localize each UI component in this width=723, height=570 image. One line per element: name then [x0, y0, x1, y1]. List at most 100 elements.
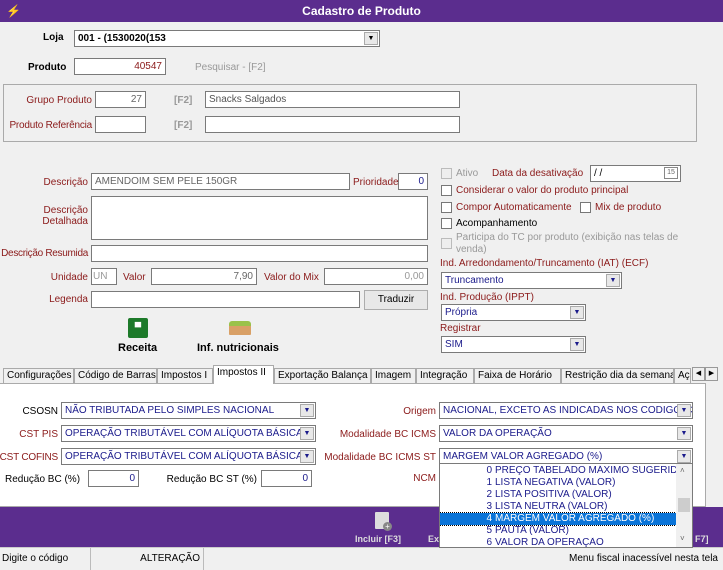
tab-exportacao-balanca[interactable]: Exportação Balança [274, 368, 371, 384]
grupo-code-input[interactable]: 27 [95, 91, 146, 108]
chevron-down-icon[interactable]: ▼ [364, 32, 378, 45]
mod-icms-select[interactable]: VALOR DA OPERAÇÃO ▼ [439, 425, 693, 442]
tab-codigo-de-barras[interactable]: Código de Barras [74, 368, 157, 384]
iat-select[interactable]: Truncamento ▼ [441, 272, 622, 289]
ref-label: Produto Referência [9, 120, 92, 131]
produto-label: Produto [28, 62, 67, 73]
origem-label: Origem [403, 406, 436, 417]
window-title: Cadastro de Produto [302, 4, 421, 18]
chevron-down-icon[interactable]: ▼ [300, 427, 314, 440]
dropdown-scrollbar[interactable]: ˄ ˅ [676, 464, 692, 547]
participa-checkbox[interactable] [441, 238, 452, 249]
option-code: 3 [486, 501, 492, 512]
ativo-label: Ativo [456, 168, 479, 179]
tab-ac[interactable]: Aç [674, 368, 691, 384]
registrar-label: Registrar [440, 323, 481, 334]
ref-f2[interactable]: [F2] [174, 120, 193, 131]
chevron-down-icon[interactable]: ▼ [677, 450, 691, 463]
tab-scroll-right-icon[interactable]: ▶ [705, 367, 718, 381]
status-bar: Digite o código ALTERAÇÃO Menu fiscal in… [0, 547, 723, 570]
chevron-down-icon[interactable]: ▼ [570, 306, 584, 319]
mod-st-label: Modalidade BC ICMS ST [324, 452, 436, 463]
tab-impostos-i[interactable]: Impostos I [157, 368, 213, 384]
option-code: 1 [486, 477, 492, 488]
tab-imagem[interactable]: Imagem [371, 368, 416, 384]
receita-icon[interactable]: ▀ [128, 318, 148, 338]
grupo-label: Grupo Produto [26, 95, 92, 106]
scroll-up-icon[interactable]: ˄ [680, 466, 685, 475]
scrollbar-thumb[interactable] [678, 498, 690, 512]
mod-icms-label: Modalidade BC ICMS [339, 429, 436, 440]
valor-label: Valor [123, 272, 146, 283]
pis-select[interactable]: OPERAÇÃO TRIBUTÁVEL COM ALÍQUOTA BÁSICA ▼ [61, 425, 316, 442]
ippt-select[interactable]: Própria ▼ [441, 304, 586, 321]
status-hint: Digite o código [2, 553, 69, 564]
tab-impostos-ii[interactable]: Impostos II [213, 365, 274, 384]
dropdown-option-selected[interactable]: 4 MARGEM VALOR AGREGADO (%) [440, 512, 677, 526]
f7-button[interactable]: F7] [695, 534, 709, 544]
data-desativacao-input[interactable]: / / 15 [590, 165, 681, 182]
dropdown-option[interactable]: 5 PAUTA (VALOR) [440, 525, 676, 537]
chevron-down-icon[interactable]: ▼ [677, 427, 691, 440]
tab-scroll-left-icon[interactable]: ◀ [692, 367, 705, 381]
tab-restricao-dia-da-semana[interactable]: Restrição dia da semana [561, 368, 674, 384]
mix-input[interactable]: 0,00 [324, 268, 428, 285]
dropdown-option[interactable]: 2 LISTA POSITIVA (VALOR) [440, 489, 676, 501]
acompanhamento-checkbox[interactable] [441, 218, 452, 229]
receita-button[interactable]: Receita [118, 342, 158, 354]
dropdown-option[interactable]: 0 PREÇO TABELADO MÁXIMO SUGERIDO [440, 465, 676, 477]
mod-st-dropdown-list[interactable]: 0 PREÇO TABELADO MÁXIMO SUGERIDO 1 LISTA N… [439, 463, 693, 548]
considerar-checkbox[interactable] [441, 185, 452, 196]
status-mode: ALTERAÇÃO [140, 553, 200, 564]
excluir-button[interactable]: Ex [428, 534, 440, 544]
compor-checkbox[interactable] [441, 202, 452, 213]
red-bc-st-input[interactable]: 0 [261, 470, 312, 487]
tab-faixa-de-horario[interactable]: Faixa de Horário [474, 368, 561, 384]
mix-checkbox[interactable] [580, 202, 591, 213]
unidade-input[interactable]: UN [91, 268, 117, 285]
descricao-input[interactable]: AMENDOIM SEM PELE 150GR [91, 173, 350, 190]
tab-integracao[interactable]: Integração [416, 368, 474, 384]
fruit-box-icon[interactable] [229, 321, 251, 335]
chevron-down-icon[interactable]: ▼ [677, 404, 691, 417]
incluir-button[interactable]: Incluir [F3] [355, 534, 402, 544]
cofins-value: OPERAÇÃO TRIBUTÁVEL COM ALÍQUOTA BÁSICA [65, 451, 303, 462]
tab-configuracoes[interactable]: Configurações [3, 368, 74, 384]
chevron-down-icon[interactable]: ▼ [606, 274, 620, 287]
scroll-down-icon[interactable]: ˅ [680, 534, 685, 543]
cofins-select[interactable]: OPERAÇÃO TRIBUTÁVEL COM ALÍQUOTA BÁSICA ▼ [61, 448, 316, 465]
ref-code-input[interactable] [95, 116, 146, 133]
csosn-label: CSOSN [22, 406, 58, 417]
prioridade-label: Prioridade [353, 177, 399, 188]
prioridade-input[interactable]: 0 [398, 173, 428, 190]
chevron-down-icon[interactable]: ▼ [300, 450, 314, 463]
descricao-resumida-input[interactable] [91, 245, 428, 262]
chevron-down-icon[interactable]: ▼ [300, 404, 314, 417]
dropdown-option[interactable]: 6 VALOR DA OPERAÇÃO [440, 537, 676, 547]
dropdown-option[interactable]: 1 LISTA NEGATIVA (VALOR) [440, 477, 676, 489]
traduzir-button[interactable]: Traduzir [364, 290, 428, 310]
csosn-select[interactable]: NÃO TRIBUTADA PELO SIMPLES NACIONAL ▼ [61, 402, 316, 419]
ref-name-input[interactable] [205, 116, 460, 133]
chevron-down-icon[interactable]: ▼ [570, 338, 584, 351]
registrar-select[interactable]: SIM ▼ [441, 336, 586, 353]
red-bc-input[interactable]: 0 [88, 470, 139, 487]
loja-select[interactable]: 001 - (1530020(153 ▼ [74, 30, 380, 47]
ativo-checkbox[interactable] [441, 168, 452, 179]
grupo-name-input[interactable]: Snacks Salgados [205, 91, 460, 108]
produto-input[interactable]: 40547 [74, 58, 166, 75]
grupo-f2[interactable]: [F2] [174, 95, 193, 106]
valor-input[interactable]: 7,90 [151, 268, 257, 285]
unidade-label: Unidade [50, 272, 88, 283]
pesquisar-link[interactable]: Pesquisar - [F2] [195, 62, 266, 73]
dropdown-option[interactable]: 3 LISTA NEUTRA (VALOR) [440, 501, 676, 513]
detalhada-label: Descrição Detalhada [42, 205, 88, 227]
add-document-icon[interactable]: + [375, 512, 392, 531]
origem-select[interactable]: NACIONAL, EXCETO AS INDICADAS NOS CODIGO… [439, 402, 693, 419]
descricao-detalhada-textarea[interactable] [91, 196, 428, 240]
mix-produto-label: Mix de produto [595, 202, 662, 213]
nutricionais-button[interactable]: Inf. nutricionais [197, 342, 279, 354]
csosn-value: NÃO TRIBUTADA PELO SIMPLES NACIONAL [65, 405, 275, 416]
calendar-icon[interactable]: 15 [664, 167, 678, 179]
legenda-input[interactable] [91, 291, 360, 308]
